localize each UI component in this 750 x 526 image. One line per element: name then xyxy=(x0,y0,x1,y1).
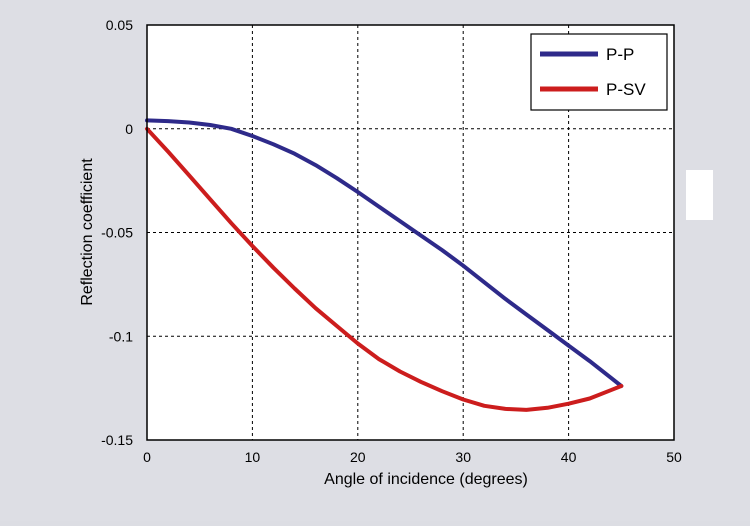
grid-lines xyxy=(147,25,674,440)
white-patch xyxy=(586,137,663,192)
series-line-p-sv xyxy=(145,126,624,412)
legend-box xyxy=(530,33,668,111)
x-tick-labels: 0 10 20 30 40 50 xyxy=(143,449,682,465)
y-tick-labels: 0.05 0 -0.05 -0.1 -0.15 xyxy=(101,17,133,448)
x-tick-label: 10 xyxy=(245,449,261,465)
x-tick-label: 20 xyxy=(350,449,366,465)
y-tick-label: 0 xyxy=(125,121,133,137)
series-line-p-p xyxy=(145,118,624,388)
legend-label-p-sv: P-SV xyxy=(606,80,646,99)
x-tick-label: 50 xyxy=(666,449,682,465)
x-axis-title: Angle of incidence (degrees) xyxy=(324,471,528,488)
series-lines xyxy=(145,118,624,412)
y-tick-label: -0.1 xyxy=(109,328,133,344)
x-tick-label: 0 xyxy=(143,449,151,465)
legend: P-P P-SV xyxy=(530,33,668,111)
x-tick-label: 30 xyxy=(455,449,471,465)
y-tick-label: -0.15 xyxy=(101,432,133,448)
y-axis-title: Reflection coefficient xyxy=(79,158,96,306)
y-tick-label: 0.05 xyxy=(106,17,133,33)
y-tick-label: -0.05 xyxy=(101,225,133,241)
white-patch xyxy=(686,170,713,220)
legend-label-p-p: P-P xyxy=(606,45,634,64)
x-tick-label: 40 xyxy=(561,449,577,465)
plot-frame xyxy=(146,24,675,441)
